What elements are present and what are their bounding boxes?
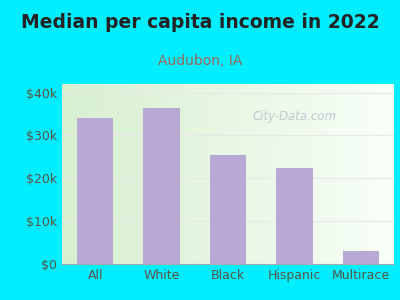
Text: Median per capita income in 2022: Median per capita income in 2022 xyxy=(21,14,379,32)
Bar xyxy=(342,251,379,264)
Text: City-Data.com: City-Data.com xyxy=(252,110,336,123)
Bar xyxy=(143,108,180,264)
Bar xyxy=(77,118,114,264)
Bar xyxy=(276,168,313,264)
Bar xyxy=(210,155,246,264)
Text: Audubon, IA: Audubon, IA xyxy=(158,54,242,68)
